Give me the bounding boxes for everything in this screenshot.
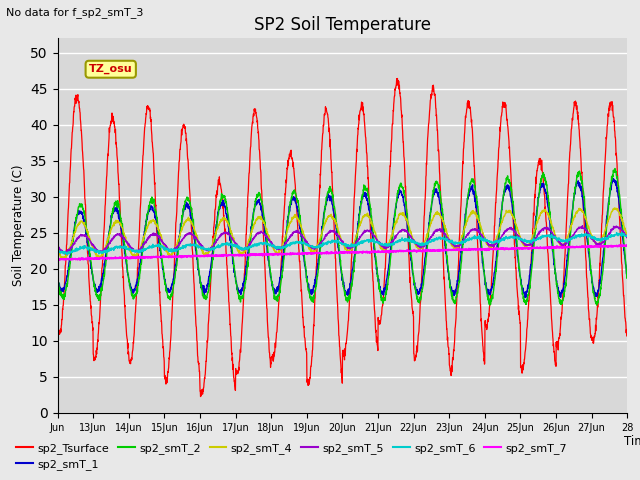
sp2_smT_2 [611, 166, 619, 171]
sp2_smT_7 [67, 257, 74, 263]
sp2_Tsurface [111, 124, 118, 130]
sp2_smT_1 [54, 273, 61, 279]
sp2_smT_1 [623, 274, 631, 280]
sp2_smT_2 [593, 302, 600, 308]
sp2_smT_6 [612, 230, 620, 236]
sp2_smT_4 [623, 232, 631, 238]
sp2_smT_2 [546, 209, 554, 215]
sp2_smT_5 [616, 225, 623, 231]
sp2_smT_1 [609, 176, 617, 181]
sp2_smT_4 [60, 256, 68, 262]
Title: SP2 Soil Temperature: SP2 Soil Temperature [254, 16, 431, 34]
sp2_smT_7 [623, 242, 631, 248]
sp2_smT_6 [616, 230, 623, 236]
sp2_smT_7 [377, 249, 385, 255]
sp2_smT_6 [234, 244, 241, 250]
sp2_smT_6 [377, 242, 385, 248]
sp2_smT_2 [54, 275, 61, 281]
sp2_smT_1 [521, 295, 529, 300]
sp2_smT_1 [111, 207, 118, 213]
X-axis label: Time: Time [624, 435, 640, 448]
sp2_smT_6 [111, 244, 118, 250]
sp2_smT_5 [377, 242, 385, 248]
sp2_smT_7 [54, 256, 61, 262]
sp2_smT_4 [616, 210, 623, 216]
Y-axis label: Soil Temperature (C): Soil Temperature (C) [12, 165, 25, 287]
sp2_smT_7 [234, 252, 241, 257]
sp2_smT_2 [616, 192, 623, 197]
sp2_Tsurface [196, 394, 204, 399]
sp2_smT_2 [234, 288, 241, 293]
sp2_smT_7 [515, 246, 522, 252]
sp2_smT_4 [611, 205, 618, 211]
sp2_smT_2 [514, 251, 522, 257]
sp2_smT_5 [62, 250, 70, 256]
sp2_smT_4 [515, 228, 522, 233]
Line: sp2_smT_5: sp2_smT_5 [58, 226, 627, 253]
sp2_smT_6 [515, 235, 522, 240]
Line: sp2_Tsurface: sp2_Tsurface [58, 78, 627, 396]
Line: sp2_smT_7: sp2_smT_7 [58, 245, 627, 260]
sp2_smT_5 [579, 223, 586, 228]
sp2_smT_1 [377, 288, 385, 293]
sp2_smT_7 [616, 243, 623, 249]
sp2_smT_6 [54, 247, 61, 253]
sp2_smT_5 [515, 234, 522, 240]
sp2_smT_4 [111, 221, 118, 227]
sp2_smT_4 [377, 245, 385, 251]
sp2_smT_6 [623, 233, 631, 239]
sp2_smT_2 [111, 200, 118, 206]
sp2_smT_2 [623, 273, 631, 278]
sp2_smT_4 [54, 247, 61, 252]
sp2_smT_4 [547, 217, 554, 223]
sp2_smT_1 [547, 226, 554, 231]
sp2_smT_5 [623, 235, 631, 241]
sp2_Tsurface [377, 316, 385, 322]
sp2_smT_1 [514, 254, 522, 260]
sp2_Tsurface [623, 333, 631, 339]
sp2_smT_7 [547, 244, 554, 250]
sp2_smT_6 [547, 235, 554, 240]
Line: sp2_smT_4: sp2_smT_4 [58, 208, 627, 259]
sp2_smT_7 [616, 242, 623, 248]
sp2_smT_5 [234, 243, 241, 249]
sp2_Tsurface [394, 75, 401, 81]
sp2_smT_5 [54, 242, 61, 248]
Line: sp2_smT_2: sp2_smT_2 [58, 168, 627, 305]
Line: sp2_smT_1: sp2_smT_1 [58, 179, 627, 298]
sp2_smT_5 [547, 228, 554, 233]
sp2_Tsurface [616, 216, 623, 221]
sp2_Tsurface [234, 371, 241, 377]
sp2_smT_6 [63, 252, 70, 257]
Text: No data for f_sp2_smT_3: No data for f_sp2_smT_3 [6, 7, 144, 18]
sp2_Tsurface [515, 307, 522, 312]
Text: TZ_osu: TZ_osu [89, 64, 132, 74]
sp2_smT_4 [234, 248, 241, 254]
sp2_Tsurface [54, 325, 61, 331]
sp2_smT_2 [377, 292, 385, 298]
sp2_Tsurface [547, 296, 554, 302]
Line: sp2_smT_6: sp2_smT_6 [58, 233, 627, 254]
sp2_smT_7 [111, 255, 118, 261]
sp2_smT_1 [616, 205, 623, 211]
sp2_smT_1 [234, 285, 241, 291]
Legend: sp2_Tsurface, sp2_smT_1, sp2_smT_2, sp2_smT_4, sp2_smT_5, sp2_smT_6, sp2_smT_7: sp2_Tsurface, sp2_smT_1, sp2_smT_2, sp2_… [12, 438, 572, 474]
sp2_smT_5 [111, 234, 118, 240]
